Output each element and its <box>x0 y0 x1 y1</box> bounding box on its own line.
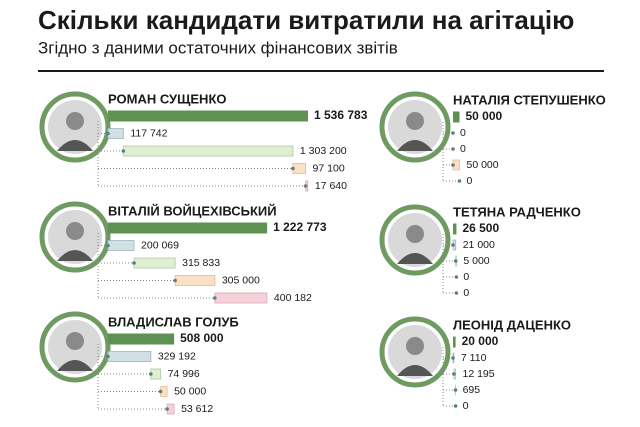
candidate-name: ТЕТЯНА РАДЧЕНКО <box>453 204 581 219</box>
photo-body <box>397 140 433 151</box>
total-label: 20 000 <box>462 334 499 348</box>
total-label: 26 500 <box>462 221 499 235</box>
segment-dot <box>453 404 458 408</box>
segment-dot <box>457 179 462 183</box>
segment-label: 315 833 <box>182 257 220 269</box>
total-bar <box>453 223 457 235</box>
segment-label: 0 <box>463 271 469 283</box>
segment-dot <box>121 149 126 153</box>
segment-dot <box>291 166 295 171</box>
total-bar <box>453 336 456 348</box>
segment-label: 50 000 <box>174 385 206 397</box>
segment-label: 7 110 <box>461 352 487 364</box>
segment-dot <box>173 278 177 283</box>
total-bar <box>108 333 175 345</box>
segment-bar <box>107 351 152 362</box>
segment-dot <box>158 389 163 394</box>
segment-bar <box>214 292 268 304</box>
segment-dot <box>303 184 308 188</box>
segment-bar <box>107 240 135 251</box>
segment-label: 0 <box>463 287 469 299</box>
photo-head <box>406 337 424 355</box>
segment-label: 53 612 <box>181 403 213 415</box>
segment-label: 12 195 <box>463 368 495 380</box>
segment-dot <box>454 291 459 295</box>
photo-body <box>397 253 433 264</box>
segment-label: 74 996 <box>168 368 200 380</box>
segment-label: 17 640 <box>315 180 347 192</box>
segment-dot <box>453 388 458 392</box>
photo-body <box>57 250 93 261</box>
candidate-name: ВЛАДИСЛАВ ГОЛУБ <box>108 314 239 329</box>
photo-head <box>66 332 84 350</box>
segment-dot <box>454 275 459 279</box>
total-label: 50 000 <box>466 109 503 123</box>
segment-label: 695 <box>463 384 481 396</box>
segment-bar <box>174 275 216 286</box>
segment-dot <box>106 243 110 248</box>
total-label: 1 222 773 <box>273 220 327 234</box>
segment-label: 1 303 200 <box>300 145 347 157</box>
segment-bar <box>292 163 306 174</box>
segment-dot <box>165 407 169 411</box>
segment-dot <box>213 296 217 300</box>
total-label: 508 000 <box>180 331 224 345</box>
segment-label: 21 000 <box>463 239 495 251</box>
total-bar <box>108 222 268 234</box>
total-label: 1 536 783 <box>314 108 368 122</box>
segment-label: 305 000 <box>222 274 260 286</box>
segment-bar <box>122 145 294 157</box>
segment-dot <box>452 372 456 376</box>
segment-dot <box>453 259 458 263</box>
photo-body <box>397 365 433 376</box>
segment-dot <box>106 354 110 359</box>
title: Скільки кандидати витратили на агітацію <box>38 5 574 35</box>
segment-label: 0 <box>460 127 466 139</box>
segment-dot <box>132 261 136 265</box>
candidate-name: РОМАН СУЩЕНКО <box>108 91 227 106</box>
segment-label: 0 <box>467 175 473 187</box>
photo-head <box>406 112 424 130</box>
segment-bar <box>133 257 176 269</box>
segment-dot <box>106 131 110 136</box>
total-bar <box>453 111 460 123</box>
candidate-name: ЛЕОНІД ДАЦЕНКО <box>453 317 571 332</box>
photo-head <box>66 112 84 130</box>
segment-label: 5 000 <box>463 255 489 267</box>
photo-body <box>57 140 93 151</box>
segment-label: 0 <box>463 400 469 412</box>
candidate-name: НАТАЛІЯ СТЕПУШЕНКО <box>453 92 606 107</box>
segment-label: 329 192 <box>158 350 196 362</box>
total-bar <box>108 110 308 122</box>
segment-label: 400 182 <box>274 292 312 304</box>
segment-dot <box>451 163 455 167</box>
photo-body <box>57 360 93 371</box>
segment-dot <box>451 147 455 151</box>
photo-head <box>66 222 84 240</box>
segment-label: 97 100 <box>313 162 345 174</box>
segment-dot <box>451 131 455 135</box>
segment-bar <box>107 128 124 139</box>
segment-label: 200 069 <box>141 239 179 251</box>
segment-label: 117 742 <box>130 127 167 139</box>
segment-label: 50 000 <box>467 159 499 171</box>
segment-dot <box>149 372 153 376</box>
subtitle: Згідно з даними остаточних фінансових зв… <box>38 38 398 57</box>
segment-label: 0 <box>460 143 466 155</box>
segment-dot <box>451 243 455 247</box>
photo-head <box>406 225 424 243</box>
segment-dot <box>451 356 455 360</box>
candidate-name: ВІТАЛІЙ ВОЙЦЕХІВСЬКИЙ <box>108 203 277 218</box>
